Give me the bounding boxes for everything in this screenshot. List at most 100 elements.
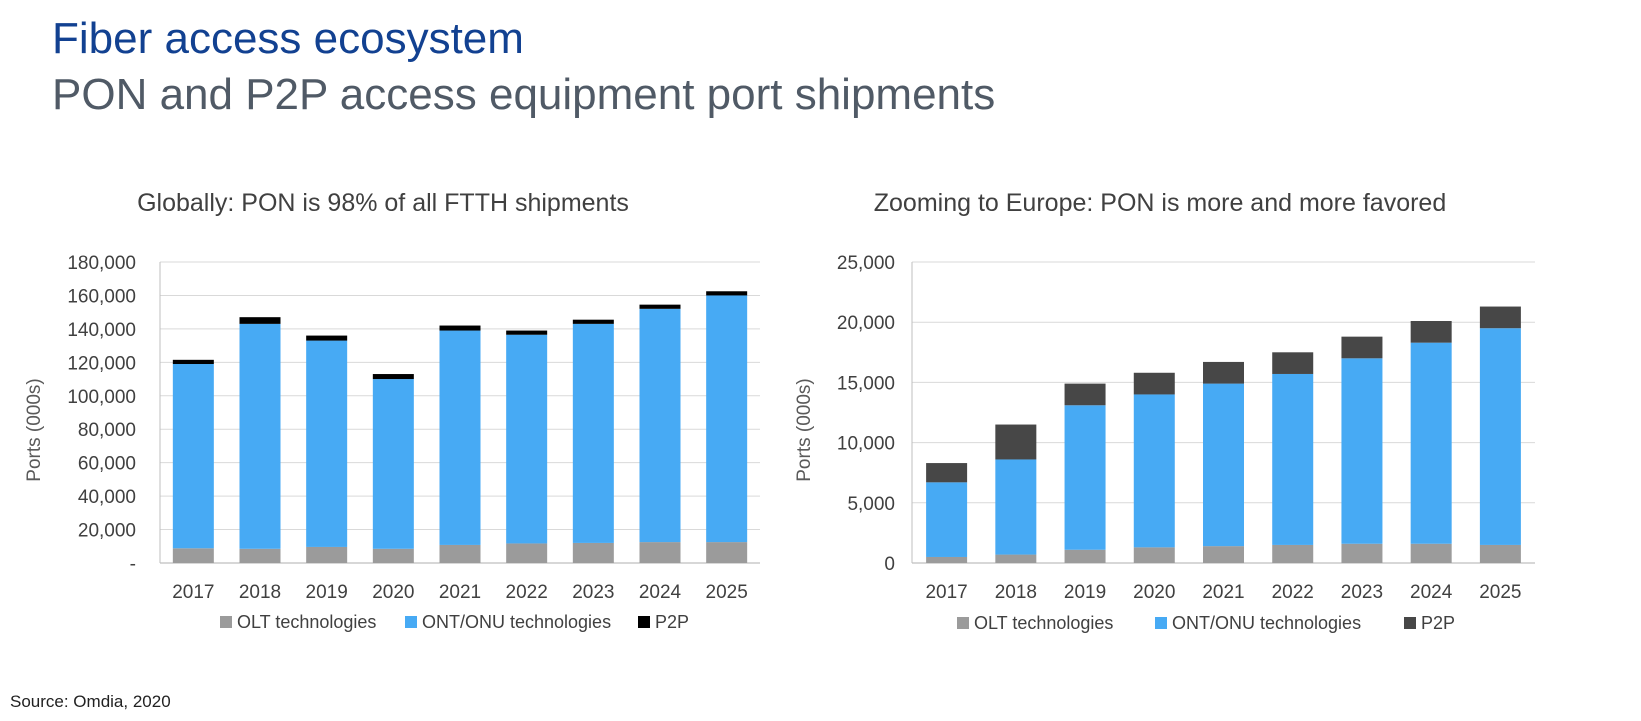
global-chart: Globally: PON is 98% of all FTTH shipmen… <box>24 189 760 632</box>
global-y-tick-label: 180,000 <box>67 253 136 274</box>
global-bar-olt-technologies-2020 <box>372 548 414 563</box>
europe-bar-p2p-2018 <box>995 424 1037 460</box>
europe-bar-olt-technologies-2018 <box>995 554 1037 563</box>
global-y-axis-label: Ports (000s) <box>24 378 45 481</box>
europe-y-tick-label: 25,000 <box>837 253 895 274</box>
europe-bar-p2p-2024 <box>1410 320 1452 343</box>
europe-x-tick-label: 2017 <box>925 582 967 603</box>
global-bar-olt-technologies-2023 <box>572 542 614 563</box>
europe-y-axis-label: Ports (000s) <box>794 378 815 481</box>
global-bar-ont-onu-technologies-2025 <box>706 295 748 543</box>
global-legend-swatch <box>405 616 417 628</box>
europe-x-tick-label: 2020 <box>1133 582 1175 603</box>
global-bar-p2p-2022 <box>506 330 548 335</box>
europe-bar-p2p-2023 <box>1341 336 1383 359</box>
europe-x-tick-label: 2021 <box>1202 582 1244 603</box>
europe-bar-olt-technologies-2020 <box>1133 547 1175 563</box>
global-legend-label: OLT technologies <box>237 612 376 632</box>
europe-bar-ont-onu-technologies-2023 <box>1341 358 1383 544</box>
global-legend-swatch <box>638 616 650 628</box>
europe-bar-ont-onu-technologies-2024 <box>1410 342 1452 544</box>
global-y-tick-label: 160,000 <box>67 286 136 307</box>
global-bar-ont-onu-technologies-2021 <box>439 330 481 545</box>
global-y-tick-label: 60,000 <box>78 454 136 475</box>
global-y-tick-label: 40,000 <box>78 487 136 508</box>
europe-y-tick-label: 0 <box>884 554 895 575</box>
global-bar-p2p-2024 <box>639 304 681 309</box>
global-bar-p2p-2020 <box>372 374 414 380</box>
global-y-tick-label: 140,000 <box>67 320 136 341</box>
global-x-tick-label: 2021 <box>439 582 481 603</box>
europe-legend-label: ONT/ONU technologies <box>1172 613 1361 633</box>
europe-chart-title: Zooming to Europe: PON is more and more … <box>874 189 1447 217</box>
global-x-tick-label: 2017 <box>172 582 214 603</box>
page-title: Fiber access ecosystem <box>52 14 524 63</box>
europe-x-tick-label: 2018 <box>995 582 1037 603</box>
global-bar-olt-technologies-2022 <box>506 543 548 563</box>
global-bar-ont-onu-technologies-2024 <box>639 308 681 543</box>
europe-bar-olt-technologies-2024 <box>1410 543 1452 563</box>
europe-bar-olt-technologies-2023 <box>1341 543 1383 563</box>
europe-bar-ont-onu-technologies-2020 <box>1133 394 1175 548</box>
global-legend-label: ONT/ONU technologies <box>422 612 611 632</box>
europe-bar-ont-onu-technologies-2018 <box>995 459 1037 555</box>
europe-x-tick-label: 2025 <box>1479 582 1521 603</box>
global-bar-olt-technologies-2019 <box>306 546 348 563</box>
global-x-tick-label: 2025 <box>706 582 748 603</box>
global-chart-title: Globally: PON is 98% of all FTTH shipmen… <box>137 189 629 217</box>
global-y-tick-label: 20,000 <box>78 521 136 542</box>
europe-chart: Zooming to Europe: PON is more and more … <box>794 189 1535 633</box>
europe-bar-p2p-2021 <box>1203 361 1244 384</box>
europe-bar-p2p-2022 <box>1272 352 1314 374</box>
europe-y-tick-label: 20,000 <box>837 313 895 334</box>
europe-y-tick-label: 15,000 <box>837 373 895 394</box>
europe-y-tick-label: 10,000 <box>837 434 895 455</box>
europe-bar-ont-onu-technologies-2021 <box>1203 383 1244 547</box>
global-bar-p2p-2021 <box>439 325 481 331</box>
global-bar-ont-onu-technologies-2020 <box>372 379 414 549</box>
global-bar-olt-technologies-2017 <box>172 548 214 563</box>
europe-bar-olt-technologies-2022 <box>1272 544 1314 563</box>
europe-bar-ont-onu-technologies-2022 <box>1272 373 1314 545</box>
europe-bar-ont-onu-technologies-2017 <box>926 482 968 557</box>
europe-bar-ont-onu-technologies-2025 <box>1479 328 1521 545</box>
source-note: Source: Omdia, 2020 <box>10 692 171 711</box>
europe-bar-olt-technologies-2017 <box>926 556 968 563</box>
europe-x-tick-label: 2022 <box>1272 582 1314 603</box>
global-x-tick-label: 2019 <box>306 582 348 603</box>
europe-bar-p2p-2017 <box>926 463 968 483</box>
page-subtitle: PON and P2P access equipment port shipme… <box>52 70 996 119</box>
global-bar-ont-onu-technologies-2017 <box>172 364 214 549</box>
global-x-tick-label: 2022 <box>506 582 548 603</box>
global-y-tick-label: - <box>130 554 136 575</box>
global-bar-p2p-2023 <box>572 319 614 324</box>
global-x-tick-label: 2024 <box>639 582 682 603</box>
europe-x-tick-label: 2023 <box>1341 582 1383 603</box>
global-legend-label: P2P <box>655 612 689 632</box>
global-y-tick-label: 80,000 <box>78 420 136 441</box>
global-bar-ont-onu-technologies-2018 <box>239 323 281 549</box>
global-bar-p2p-2019 <box>306 335 348 341</box>
global-bar-ont-onu-technologies-2023 <box>572 323 614 543</box>
europe-legend-label: P2P <box>1421 613 1455 633</box>
global-legend-swatch <box>220 616 232 628</box>
global-bar-olt-technologies-2018 <box>239 548 281 563</box>
global-bar-olt-technologies-2024 <box>639 542 681 563</box>
global-bar-olt-technologies-2025 <box>706 542 748 563</box>
europe-bar-ont-onu-technologies-2019 <box>1064 405 1106 550</box>
global-y-tick-label: 100,000 <box>67 387 136 408</box>
europe-bar-olt-technologies-2019 <box>1064 549 1106 563</box>
global-bar-ont-onu-technologies-2022 <box>506 334 548 544</box>
europe-legend-swatch <box>1404 617 1416 629</box>
europe-bar-p2p-2020 <box>1133 372 1175 395</box>
europe-x-tick-label: 2019 <box>1064 582 1106 603</box>
europe-legend-swatch <box>1155 617 1167 629</box>
global-x-tick-label: 2018 <box>239 582 281 603</box>
europe-y-tick-label: 5,000 <box>847 494 895 515</box>
europe-legend-label: OLT technologies <box>974 613 1113 633</box>
europe-x-tick-label: 2024 <box>1410 582 1453 603</box>
europe-bar-p2p-2025 <box>1479 306 1521 329</box>
global-x-tick-label: 2020 <box>372 582 414 603</box>
global-bar-olt-technologies-2021 <box>439 544 481 563</box>
